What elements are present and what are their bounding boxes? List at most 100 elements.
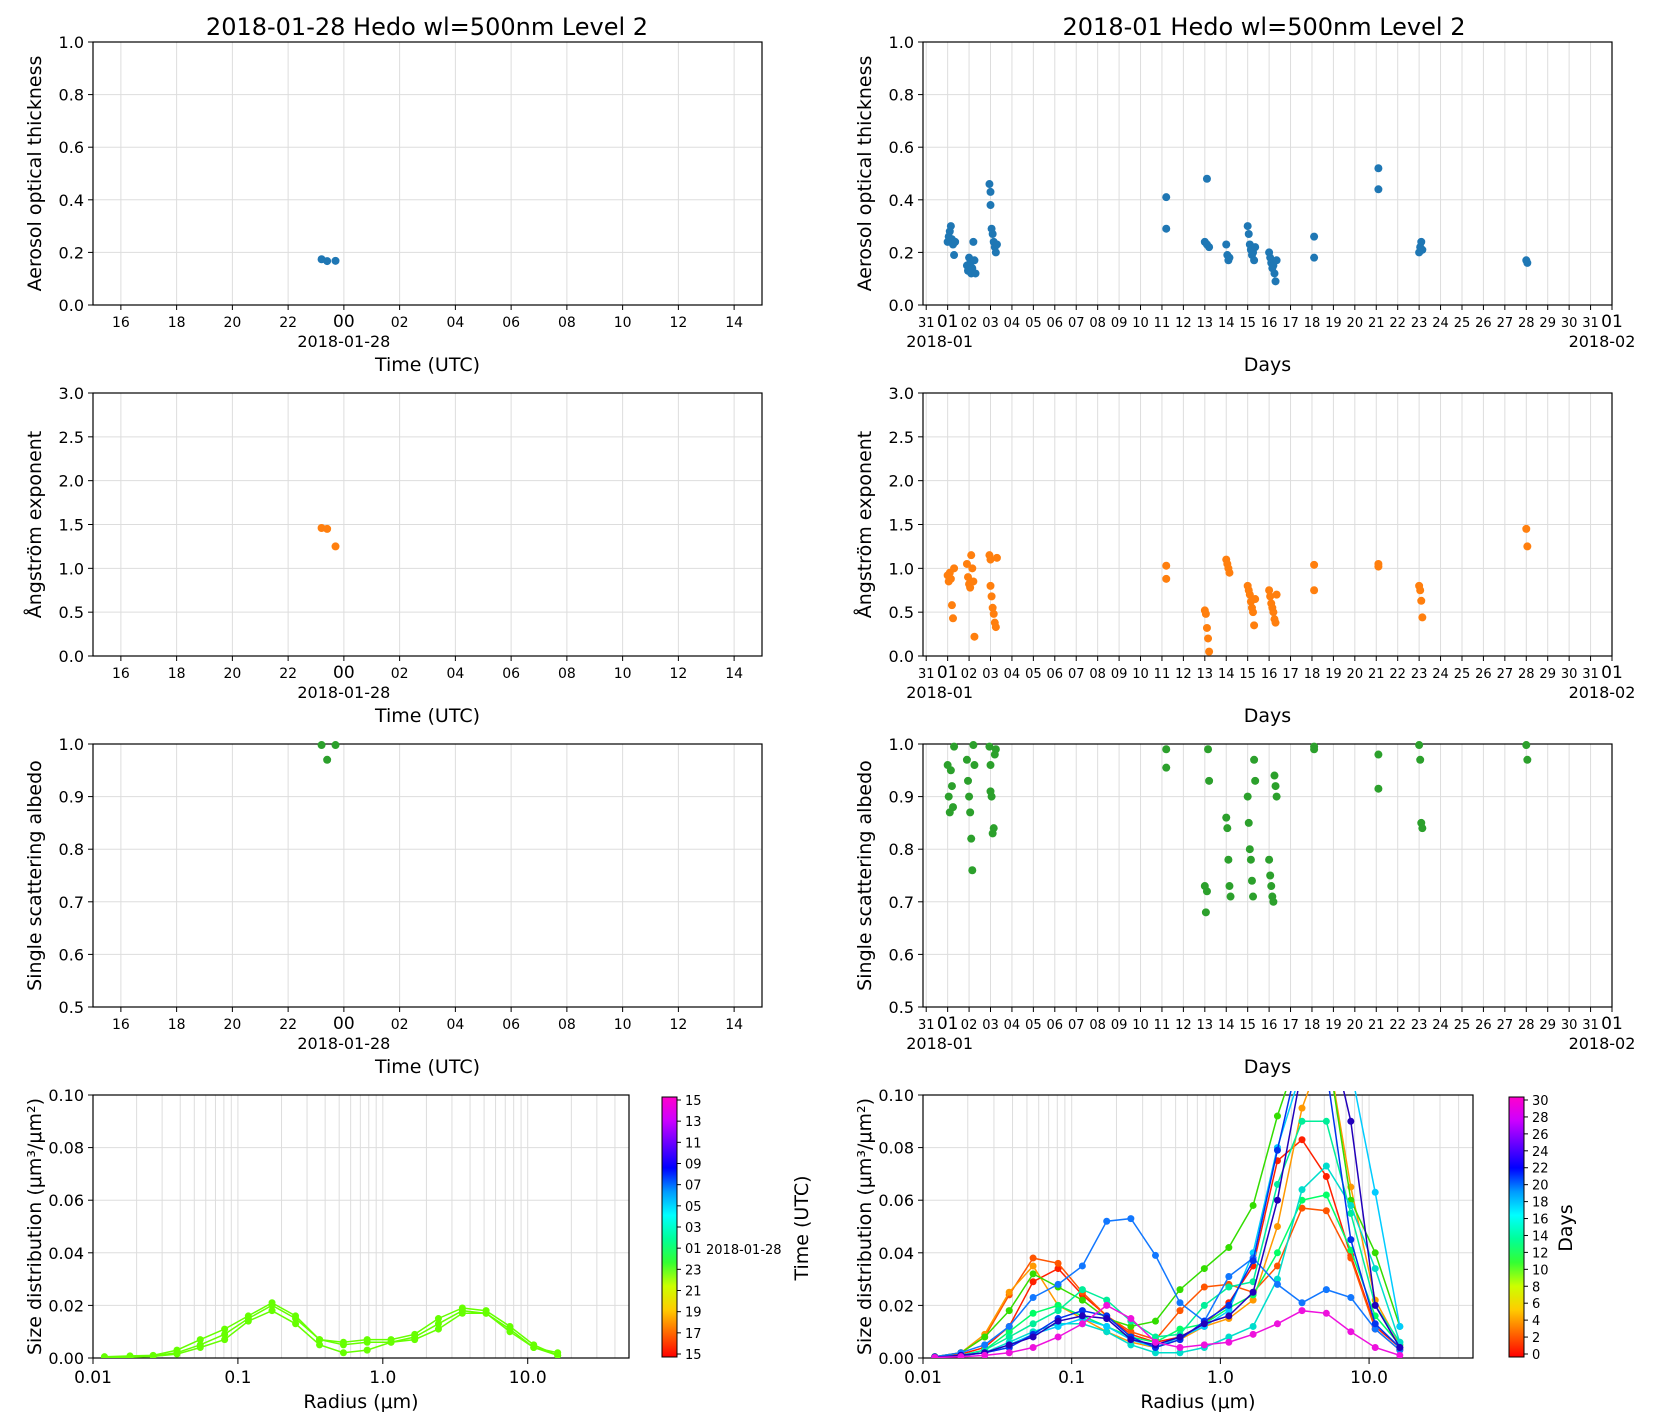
data-point — [946, 222, 955, 231]
data-point — [1416, 586, 1425, 595]
x-tick-label: 15 — [1239, 316, 1256, 331]
series-point — [1371, 1188, 1379, 1196]
x-tick-label: 20 — [1347, 316, 1364, 331]
data-point — [1162, 561, 1171, 570]
series-point — [1151, 1338, 1159, 1346]
x-tick-label: 14 — [725, 315, 743, 331]
grid-monthly_size_distribution — [922, 1094, 1474, 1359]
x-tick-label: 10.0 — [1350, 1368, 1388, 1388]
data-point — [1418, 613, 1427, 622]
colorbar-tick-label: 0 — [1532, 1348, 1540, 1363]
y-tick-label: 1.0 — [889, 735, 914, 754]
y-tick-label: 0.5 — [889, 603, 914, 622]
series-point — [1005, 1333, 1013, 1341]
series-point — [434, 1320, 442, 1328]
x-tick-label: 17 — [1282, 667, 1299, 682]
data-point — [1204, 634, 1213, 643]
series-point — [1322, 1191, 1330, 1199]
data-point — [1225, 568, 1234, 577]
data-point — [1310, 742, 1319, 751]
data-point — [1202, 887, 1211, 896]
series-point — [1127, 1341, 1135, 1349]
x-tick-label: 12 — [1175, 1018, 1192, 1033]
data-point — [968, 866, 977, 875]
chart-monthly_ssa: 0.5 0.6 0.7 0.8 0.9 1.0 Single scattering albe… — [854, 735, 1635, 1078]
x-tick-label: 06 — [1047, 1018, 1064, 1033]
series-point — [1103, 1301, 1111, 1309]
series-point — [1078, 1307, 1086, 1315]
x-tick-label: 18 — [1304, 667, 1321, 682]
series-point — [1054, 1280, 1062, 1288]
colorbar-tick-label: 13 — [685, 1115, 702, 1130]
x-tick-label: 10 — [1132, 1018, 1149, 1033]
x-tick-label: 14 — [725, 666, 743, 682]
colorbar-tick-label: 09 — [685, 1158, 702, 1173]
y-tick-label: 2.0 — [889, 472, 914, 491]
data-point — [967, 551, 976, 560]
x-tick-label: 03 — [982, 667, 999, 682]
series-point — [1005, 1349, 1013, 1357]
series-point — [1249, 1257, 1257, 1265]
x-tick-label: 10 — [1132, 316, 1149, 331]
x-tick-label: 31 — [1582, 316, 1599, 331]
chart-monthly_angstrom: 0.0 0.5 1.0 1.5 2.0 2.5 3.0 Ångström exponent 31… — [853, 384, 1635, 727]
data-point — [947, 601, 956, 610]
series-point — [1200, 1341, 1208, 1349]
x-tick-label: 12 — [669, 1017, 687, 1033]
data-point — [1249, 892, 1258, 901]
colorbar-tick-label: 14 — [1532, 1229, 1549, 1244]
x-tick-label: 13 — [1197, 316, 1214, 331]
y-tick-label: 0.5 — [59, 603, 84, 622]
series-point — [1273, 1112, 1281, 1120]
data-point — [1202, 174, 1211, 183]
series-point — [1029, 1309, 1037, 1317]
y-axis-label: Ångström exponent — [23, 431, 46, 619]
data-point — [968, 564, 977, 573]
data-point — [1251, 243, 1260, 252]
data-point — [1265, 586, 1274, 595]
y-tick-label: 0.0 — [59, 296, 84, 315]
marks-monthly_angstrom — [943, 524, 1532, 656]
data-point — [964, 573, 973, 582]
data-point — [987, 792, 996, 801]
series-point — [1299, 1039, 1306, 1046]
series-point — [1127, 1315, 1135, 1323]
series-point — [981, 1351, 989, 1358]
x-tick-label: 18 — [168, 666, 186, 682]
x-tick-label: 01 — [1601, 1014, 1623, 1034]
data-point — [323, 524, 332, 533]
y-tick-label: 0.00 — [878, 1349, 914, 1368]
data-point — [970, 632, 979, 641]
y-tick-label: 0.08 — [48, 1139, 84, 1158]
x-tick-label: 17 — [1282, 1018, 1299, 1033]
x-date-label: 2018-01-28 — [297, 1034, 390, 1053]
x-end-label: 2018-02 — [1569, 683, 1636, 702]
x-tick-label: 22 — [1389, 316, 1406, 331]
data-point — [1250, 256, 1259, 265]
colorbar-tick-label: 11 — [685, 1136, 702, 1151]
x-axis-label: Days — [1244, 705, 1291, 727]
x-tick-label: 26 — [1475, 667, 1492, 682]
x-tick-label: 20 — [223, 1017, 241, 1033]
x-tick-label: 25 — [1454, 667, 1471, 682]
data-point — [969, 237, 978, 246]
data-point — [967, 834, 976, 843]
x-tick-label: 19 — [1325, 1018, 1342, 1033]
axes-frame-monthly_size_distribution — [922, 1094, 1474, 1359]
data-point — [950, 564, 959, 573]
x-tick-label: 31 — [1582, 1018, 1599, 1033]
series-point — [1249, 1201, 1257, 1209]
series-point — [268, 1301, 276, 1309]
data-point — [1162, 574, 1171, 583]
x-tick-label: 15 — [1239, 667, 1256, 682]
x-tick-label: 31 — [918, 1018, 935, 1033]
y-tick-label: 0.2 — [59, 243, 84, 262]
series-point — [981, 1341, 989, 1349]
series-line — [934, 1091, 1401, 1358]
series-point — [1054, 1317, 1062, 1325]
x-tick-label: 18 — [1304, 316, 1321, 331]
colorbar-tick-label: 10 — [1532, 1263, 1549, 1278]
x-tick-label: 16 — [112, 315, 130, 331]
colorbar-tick-label: 18 — [1532, 1196, 1549, 1211]
data-point — [1310, 560, 1319, 569]
